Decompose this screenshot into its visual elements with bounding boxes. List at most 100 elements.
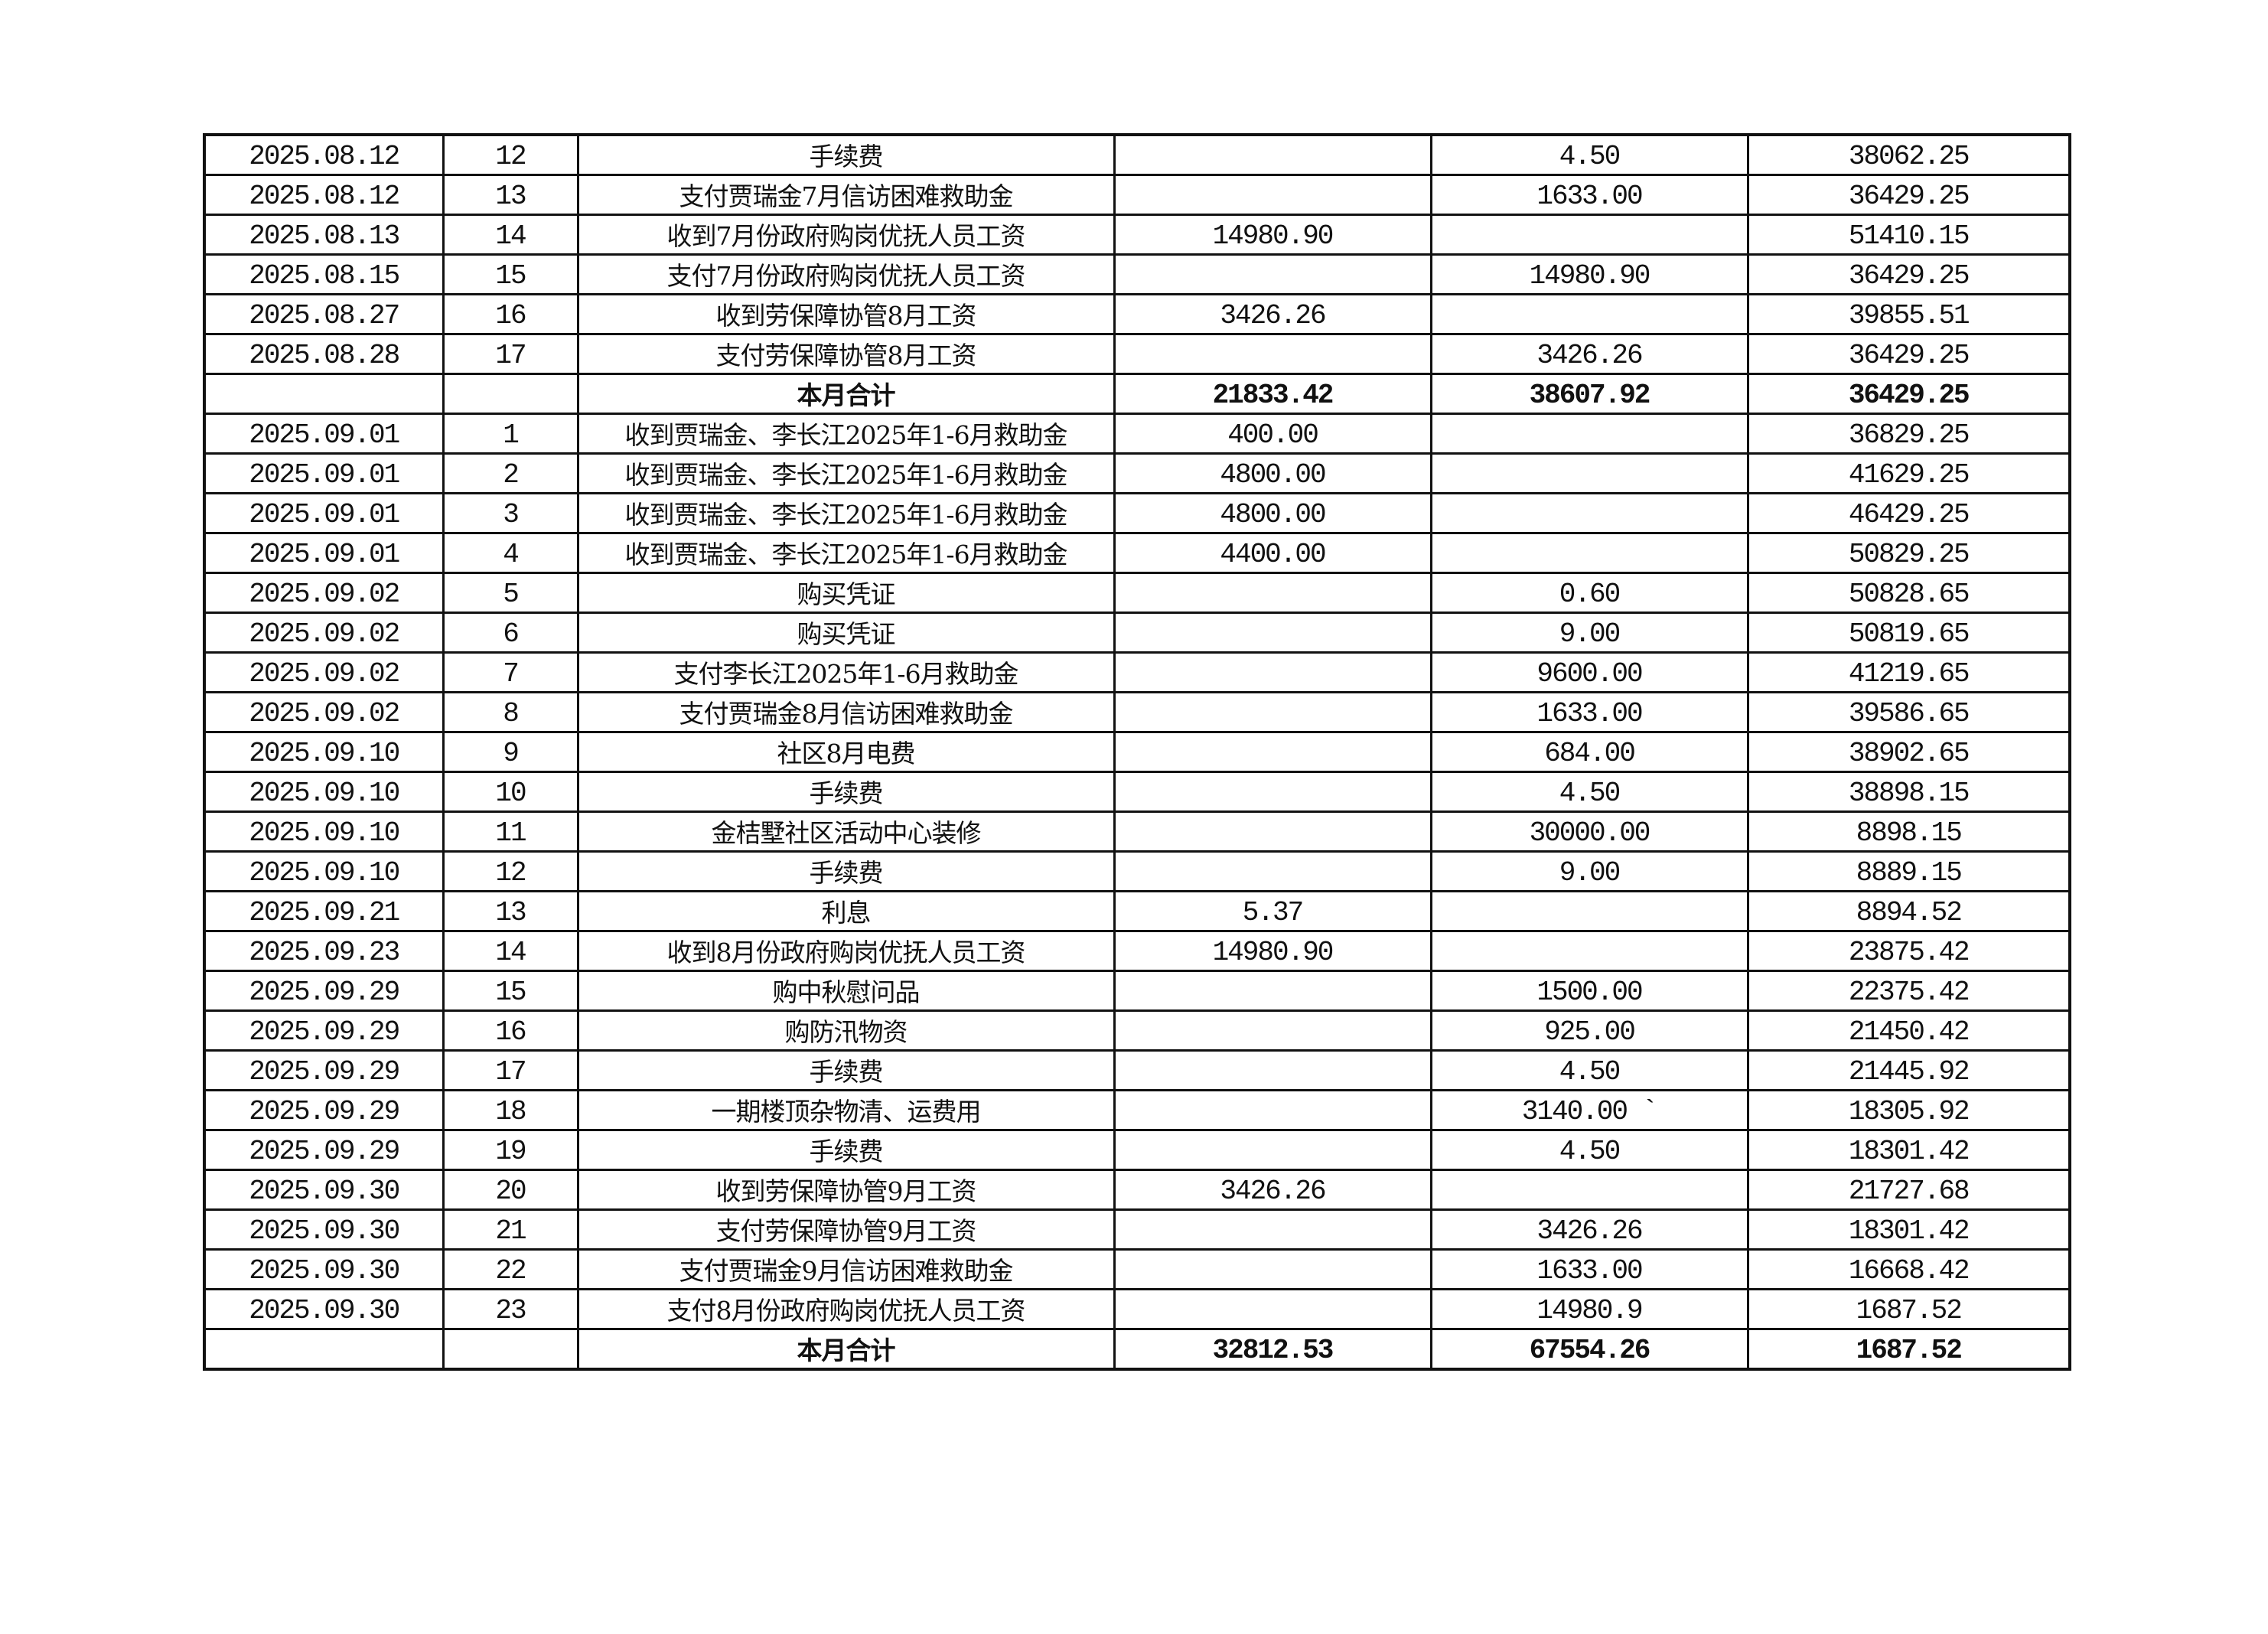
date-cell: 2025.09.01 [203,492,445,534]
description-cell: 购中秋慰问品 [576,970,1116,1012]
description-cell: 收到劳保障协管9月工资 [576,1169,1116,1211]
description-cell: 支付贾瑞金8月信访困难救助金 [576,691,1116,733]
expense-cell: 3426.26 [1429,1208,1749,1251]
description-cell: 收到贾瑞金、李长江2025年1-6月救助金 [576,452,1116,494]
table-row: 2025.08.28 17 支付劳保障协管8月工资 3426.26 36429.25 [203,333,2071,375]
expense-cell: 4.50 [1429,1129,1749,1171]
entry-number-cell: 17 [442,333,579,375]
income-cell [1113,174,1432,216]
expense-cell [1429,492,1749,534]
table-row: 2025.09.01 1 收到贾瑞金、李长江2025年1-6月救助金 400.00 36… [203,413,2071,455]
balance-cell: 46429.25 [1746,492,2071,534]
table-row: 2025.09.01 2 收到贾瑞金、李长江2025年1-6月救助金 4800.00 4… [203,452,2071,494]
income-cell: 32812.53 [1113,1328,1432,1371]
entry-number-cell: 13 [442,174,579,216]
expense-cell [1429,413,1749,455]
entry-number-cell: 9 [442,731,579,773]
date-cell: 2025.09.02 [203,651,445,693]
date-cell: 2025.09.02 [203,572,445,614]
description-cell: 手续费 [576,133,1116,176]
expense-cell [1429,930,1749,972]
table-row: 2025.09.29 15 购中秋慰问品 1500.00 22375.42 [203,970,2071,1012]
description-cell: 购买凭证 [576,612,1116,654]
balance-cell: 36429.25 [1746,373,2071,415]
entry-number-cell [442,373,579,415]
date-cell: 2025.08.12 [203,174,445,216]
description-cell: 手续费 [576,1049,1116,1091]
expense-cell: 684.00 [1429,731,1749,773]
entry-number-cell: 21 [442,1208,579,1251]
date-cell: 2025.09.30 [203,1288,445,1330]
income-cell [1113,1248,1432,1290]
expense-cell: 9.00 [1429,612,1749,654]
income-cell: 3426.26 [1113,1169,1432,1211]
table-row: 2025.09.01 3 收到贾瑞金、李长江2025年1-6月救助金 4800.00 4… [203,492,2071,534]
expense-cell: 1500.00 [1429,970,1749,1012]
date-cell [203,1328,445,1371]
income-cell [1113,651,1432,693]
balance-cell: 16668.42 [1746,1248,2071,1290]
date-cell: 2025.08.27 [203,293,445,335]
balance-cell: 18301.42 [1746,1208,2071,1251]
entry-number-cell: 2 [442,452,579,494]
expense-cell: 1633.00 [1429,174,1749,216]
balance-cell: 38898.15 [1746,771,2071,813]
income-cell [1113,612,1432,654]
entry-number-cell: 20 [442,1169,579,1211]
date-cell: 2025.09.23 [203,930,445,972]
date-cell: 2025.08.12 [203,133,445,176]
balance-cell: 39586.65 [1746,691,2071,733]
expense-cell: 1633.00 [1429,1248,1749,1290]
balance-cell: 1687.52 [1746,1328,2071,1371]
balance-cell: 51410.15 [1746,214,2071,256]
entry-number-cell: 1 [442,413,579,455]
expense-cell: 4.50 [1429,1049,1749,1091]
table-row: 2025.09.29 19 手续费 4.50 18301.42 [203,1129,2071,1171]
table-row: 2025.09.29 17 手续费 4.50 21445.92 [203,1049,2071,1091]
table-row: 2025.09.30 23 支付8月份政府购岗优抚人员工资 14980.9 1687.5… [203,1288,2071,1330]
expense-cell: 30000.00 [1429,810,1749,853]
expense-cell: 4.50 [1429,133,1749,176]
expense-cell [1429,293,1749,335]
balance-cell: 8894.52 [1746,890,2071,932]
expense-cell: 0.60 [1429,572,1749,614]
description-cell: 支付李长江2025年1-6月救助金 [576,651,1116,693]
table-row: 2025.09.02 5 购买凭证 0.60 50828.65 [203,572,2071,614]
income-cell [1113,1089,1432,1131]
balance-cell: 23875.42 [1746,930,2071,972]
income-cell: 14980.90 [1113,214,1432,256]
balance-cell: 8898.15 [1746,810,2071,853]
description-cell: 一期楼顶杂物清、运费用 [576,1089,1116,1131]
balance-cell: 36429.25 [1746,253,2071,295]
balance-cell: 36829.25 [1746,413,2071,455]
date-cell: 2025.08.13 [203,214,445,256]
description-cell: 收到贾瑞金、李长江2025年1-6月救助金 [576,532,1116,574]
entry-number-cell: 16 [442,1009,579,1052]
balance-cell: 39855.51 [1746,293,2071,335]
description-cell: 购防汛物资 [576,1009,1116,1052]
date-cell: 2025.09.01 [203,452,445,494]
description-cell: 手续费 [576,1129,1116,1171]
entry-number-cell: 15 [442,970,579,1012]
entry-number-cell: 7 [442,651,579,693]
balance-cell: 50828.65 [1746,572,2071,614]
expense-cell: 1633.00 [1429,691,1749,733]
expense-cell: 9600.00 [1429,651,1749,693]
balance-cell: 38062.25 [1746,133,2071,176]
expense-cell [1429,890,1749,932]
entry-number-cell: 18 [442,1089,579,1131]
date-cell: 2025.08.28 [203,333,445,375]
description-cell: 手续费 [576,771,1116,813]
entry-number-cell: 12 [442,133,579,176]
balance-cell: 21450.42 [1746,1009,2071,1052]
expense-cell [1429,214,1749,256]
description-cell: 手续费 [576,850,1116,892]
balance-cell: 21445.92 [1746,1049,2071,1091]
entry-number-cell: 12 [442,850,579,892]
description-cell: 支付7月份政府购岗优抚人员工资 [576,253,1116,295]
balance-cell: 1687.52 [1746,1288,2071,1330]
description-cell: 收到劳保障协管8月工资 [576,293,1116,335]
date-cell: 2025.09.10 [203,771,445,813]
date-cell: 2025.09.30 [203,1169,445,1211]
income-cell [1113,850,1432,892]
